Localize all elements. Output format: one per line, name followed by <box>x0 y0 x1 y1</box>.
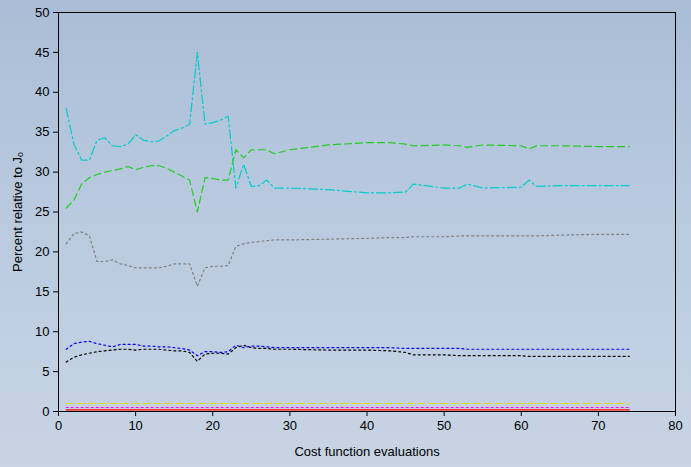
svg-text:0: 0 <box>42 404 49 419</box>
svg-text:15: 15 <box>35 284 49 299</box>
svg-text:70: 70 <box>591 418 605 433</box>
svg-text:60: 60 <box>514 418 528 433</box>
svg-text:Cost function evaluations: Cost function evaluations <box>294 444 440 459</box>
svg-text:10: 10 <box>35 324 49 339</box>
svg-text:40: 40 <box>35 84 49 99</box>
svg-text:50: 50 <box>437 418 451 433</box>
svg-text:25: 25 <box>35 204 49 219</box>
svg-text:45: 45 <box>35 45 49 60</box>
svg-text:40: 40 <box>360 418 374 433</box>
svg-text:35: 35 <box>35 124 49 139</box>
svg-text:5: 5 <box>42 364 49 379</box>
svg-text:20: 20 <box>206 418 220 433</box>
svg-text:0: 0 <box>55 418 62 433</box>
svg-text:30: 30 <box>35 164 49 179</box>
svg-text:20: 20 <box>35 244 49 259</box>
svg-text:80: 80 <box>668 418 682 433</box>
svg-text:10: 10 <box>128 418 142 433</box>
svg-text:30: 30 <box>283 418 297 433</box>
svg-text:Percent relative to Jₒ: Percent relative to Jₒ <box>10 152 25 272</box>
svg-text:50: 50 <box>35 5 49 20</box>
